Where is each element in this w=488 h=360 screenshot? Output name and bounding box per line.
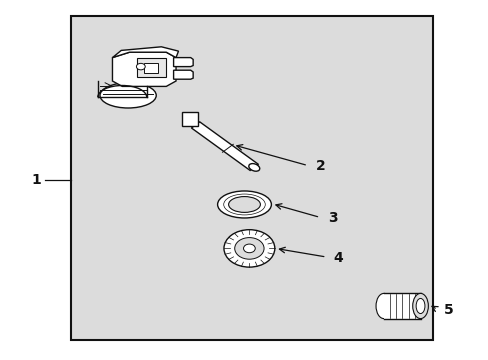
Polygon shape [182, 112, 197, 126]
Polygon shape [191, 122, 258, 170]
Polygon shape [112, 52, 176, 86]
Bar [383, 293, 420, 319]
Circle shape [136, 63, 145, 70]
Polygon shape [173, 58, 193, 67]
Ellipse shape [217, 191, 271, 218]
Ellipse shape [412, 293, 427, 319]
Text: 2: 2 [315, 159, 325, 173]
Text: 3: 3 [327, 211, 337, 225]
Bar [137, 58, 166, 77]
Text: 1: 1 [32, 173, 41, 187]
Text: 5: 5 [443, 303, 453, 317]
Bar [144, 63, 158, 73]
Circle shape [234, 238, 264, 259]
Bar [71, 16, 432, 340]
Polygon shape [173, 70, 193, 79]
Ellipse shape [415, 298, 424, 314]
Ellipse shape [375, 293, 391, 319]
Text: 4: 4 [333, 251, 343, 265]
Polygon shape [112, 47, 178, 58]
Ellipse shape [223, 194, 264, 215]
Ellipse shape [228, 197, 260, 212]
Ellipse shape [248, 163, 259, 171]
Circle shape [243, 244, 255, 253]
Ellipse shape [100, 83, 156, 108]
Circle shape [224, 230, 274, 267]
